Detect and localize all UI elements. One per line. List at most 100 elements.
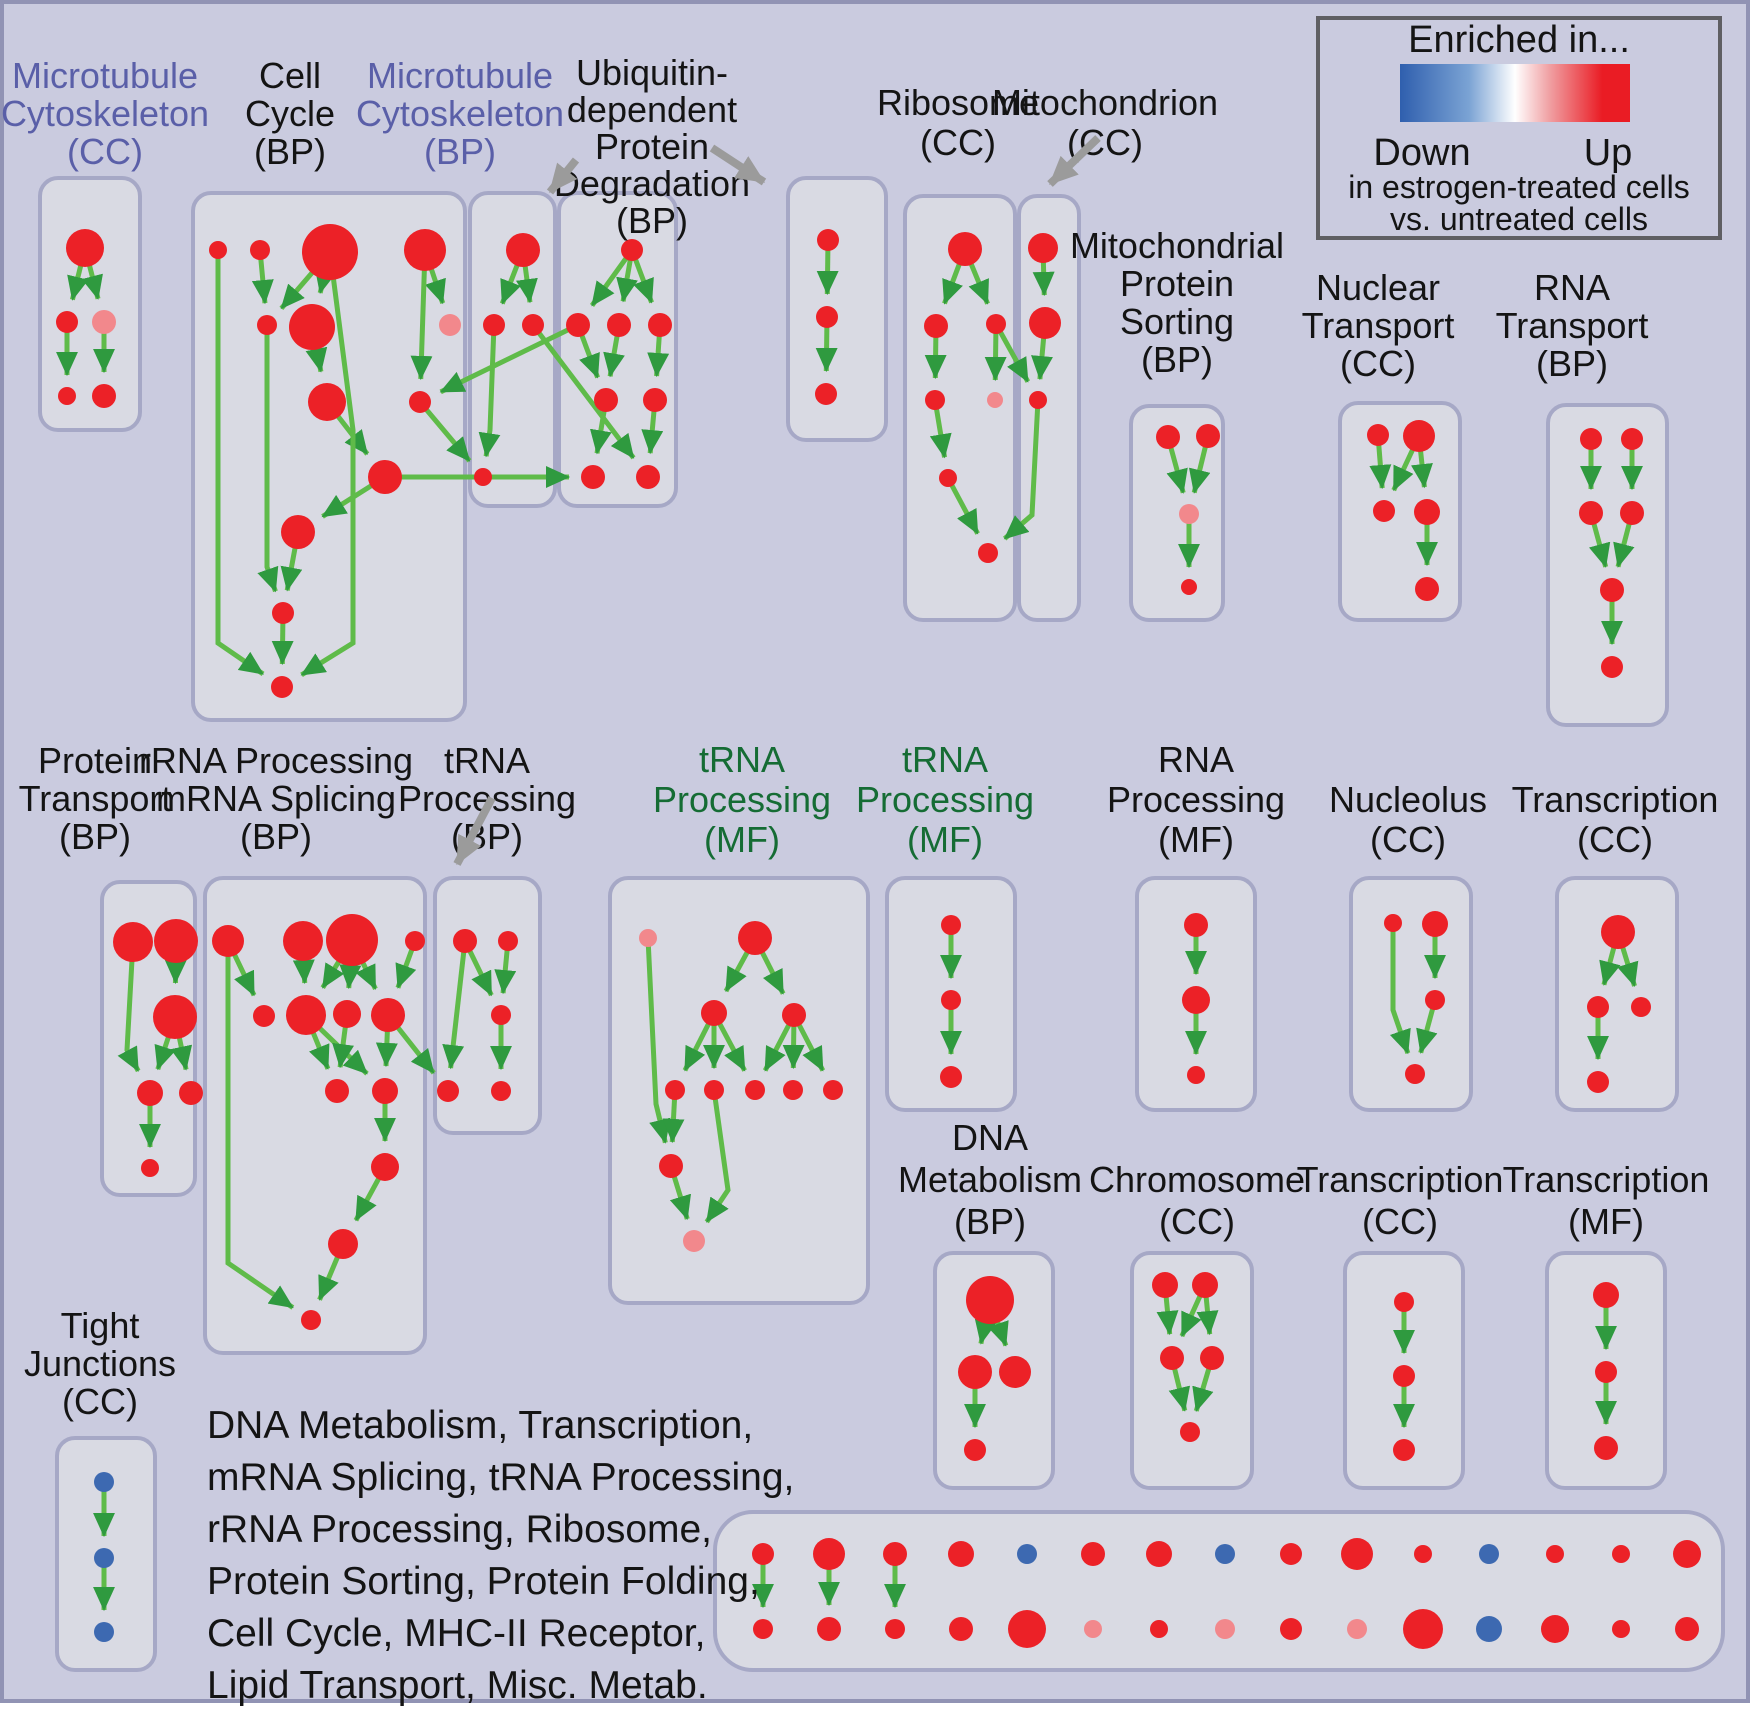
node-microtubule-cytoskeleton-bp-3 bbox=[474, 468, 492, 486]
node-nuclear-transport-cc-3 bbox=[1414, 499, 1440, 525]
legend-box bbox=[1316, 16, 1722, 240]
node-cell-cycle-bp-9 bbox=[368, 460, 402, 494]
cluster-label-trna-processing-mf-small: (MF) bbox=[907, 819, 983, 860]
node-cell-cycle-bp-0 bbox=[209, 241, 227, 259]
cluster-label-rna-transport-bp: Transport bbox=[1496, 305, 1649, 346]
misc-terms-text: mRNA Splicing, tRNA Processing, bbox=[207, 1456, 794, 1499]
cluster-label-trna-processing-mf-small: Processing bbox=[856, 779, 1034, 820]
node-mixed-terms-strip-29 bbox=[1675, 1617, 1699, 1641]
node-rna-processing-mf-0 bbox=[1184, 913, 1208, 937]
node-nucleolus-cc-3 bbox=[1405, 1064, 1425, 1084]
label-pointer-arrow bbox=[1047, 135, 1101, 187]
cluster-box-chromosome-cc bbox=[1130, 1251, 1254, 1490]
node-transcription-cc-row3-2 bbox=[1393, 1439, 1415, 1461]
node-microtubule-cytoskeleton-bp-2 bbox=[522, 314, 544, 336]
node-dna-metabolism-bp-2 bbox=[999, 1356, 1031, 1388]
node-transcription-cc-row2-3 bbox=[1587, 1071, 1609, 1093]
cluster-label-tight-junctions-cc: (CC) bbox=[62, 1381, 138, 1422]
node-trna-processing-bp-0 bbox=[453, 929, 477, 953]
node-transcription-cc-row3-1 bbox=[1393, 1365, 1415, 1387]
node-trna-processing-mf-large-1 bbox=[738, 921, 772, 955]
node-rrna-processing-mrna-splicing-bp-2 bbox=[326, 914, 378, 966]
node-trna-processing-bp-1 bbox=[498, 931, 518, 951]
cluster-label-rna-processing-mf: Processing bbox=[1107, 779, 1285, 820]
misc-terms-text: Cell Cycle, MHC-II Receptor, bbox=[207, 1612, 705, 1655]
legend-title: Enriched in... bbox=[1408, 19, 1630, 61]
edge-ubiquitin-protein-degradation-bp bbox=[589, 248, 635, 307]
node-trna-processing-mf-small-2 bbox=[940, 1066, 962, 1088]
cluster-box-microtubule-cytoskeleton-cc bbox=[38, 176, 142, 432]
node-mixed-terms-strip-26 bbox=[1476, 1616, 1502, 1642]
node-ribosome-cc-4 bbox=[987, 392, 1003, 408]
node-ribosome-cc-2 bbox=[986, 314, 1006, 334]
node-trna-processing-bp-2 bbox=[491, 1005, 511, 1025]
node-rna-transport-bp-1 bbox=[1621, 428, 1643, 450]
legend-gradient-bar bbox=[1400, 64, 1630, 122]
cluster-label-nuclear-transport-cc: (CC) bbox=[1340, 343, 1416, 384]
node-mixed-terms-strip-27 bbox=[1541, 1615, 1569, 1643]
cluster-box-mixed-terms-strip bbox=[713, 1510, 1725, 1672]
node-cell-cycle-bp-1 bbox=[250, 240, 270, 260]
node-ubiquitin-protein-degradation-bp-0 bbox=[621, 239, 643, 261]
layer-nodes bbox=[56, 224, 1701, 1649]
cluster-label-rna-processing-mf: RNA bbox=[1158, 739, 1234, 780]
node-trna-processing-mf-large-10 bbox=[683, 1230, 705, 1252]
cluster-label-dna-metabolism-bp: DNA bbox=[952, 1117, 1028, 1158]
node-mixed-terms-strip-9 bbox=[1341, 1538, 1373, 1570]
node-nuclear-transport-cc-0 bbox=[1367, 424, 1389, 446]
node-chromosome-cc-1 bbox=[1192, 1272, 1218, 1298]
node-mitochondrion-cc-0 bbox=[1028, 233, 1058, 263]
cluster-label-rrna-processing-mrna-splicing-bp: rRNA Processing bbox=[139, 740, 413, 781]
node-rna-transport-bp-4 bbox=[1600, 578, 1624, 602]
node-mixed-terms-strip-25 bbox=[1403, 1609, 1443, 1649]
node-rna-transport-bp-5 bbox=[1601, 656, 1623, 678]
node-mixed-terms-strip-13 bbox=[1612, 1545, 1630, 1563]
node-nuclear-transport-cc-2 bbox=[1373, 500, 1395, 522]
cluster-label-ubiquitin-protein-degradation-bp: dependent bbox=[567, 89, 737, 130]
node-mixed-terms-strip-23 bbox=[1280, 1618, 1302, 1640]
node-trna-processing-mf-large-7 bbox=[783, 1080, 803, 1100]
cluster-label-rrna-processing-mrna-splicing-bp: (BP) bbox=[240, 816, 312, 857]
node-rrna-processing-mrna-splicing-bp-1 bbox=[283, 921, 323, 961]
edge-trna-processing-mf-large bbox=[704, 1089, 731, 1224]
cluster-label-ribosome-cc: (CC) bbox=[920, 122, 996, 163]
node-mitochondrion-cc-1 bbox=[1029, 307, 1061, 339]
cluster-label-transcription-cc-row2: Transcription bbox=[1512, 779, 1719, 820]
node-rrna-processing-mrna-splicing-bp-3 bbox=[405, 931, 425, 951]
node-transcription-mf-2 bbox=[1594, 1436, 1618, 1460]
cluster-label-rna-processing-mf: (MF) bbox=[1158, 819, 1234, 860]
edge-protein-transport-bp bbox=[117, 941, 141, 1073]
node-rrna-processing-mrna-splicing-bp-7 bbox=[371, 998, 405, 1032]
node-rrna-processing-mrna-splicing-bp-9 bbox=[372, 1078, 398, 1104]
edge-trna-processing-mf-large bbox=[645, 937, 671, 1144]
node-mixed-terms-strip-21 bbox=[1150, 1620, 1168, 1638]
node-mixed-terms-strip-28 bbox=[1612, 1620, 1630, 1638]
cluster-label-nucleolus-cc: (CC) bbox=[1370, 819, 1446, 860]
cluster-label-rna-transport-bp: (BP) bbox=[1536, 343, 1608, 384]
node-cell-cycle-bp-5 bbox=[289, 304, 335, 350]
cross-edge bbox=[1003, 399, 1041, 541]
node-mixed-terms-strip-20 bbox=[1084, 1620, 1102, 1638]
cluster-box-ubiquitin-protein-degradation-bp-2 bbox=[786, 176, 888, 442]
cluster-box-rrna-processing-mrna-splicing-bp bbox=[203, 876, 427, 1355]
cluster-box-nuclear-transport-cc bbox=[1338, 401, 1462, 622]
node-mixed-terms-strip-0 bbox=[752, 1543, 774, 1565]
cluster-label-nuclear-transport-cc: Transport bbox=[1302, 305, 1455, 346]
node-transcription-cc-row2-0 bbox=[1601, 915, 1635, 949]
cluster-label-chromosome-cc: Chromosome bbox=[1089, 1159, 1305, 1200]
cluster-label-nucleolus-cc: Nucleolus bbox=[1329, 779, 1487, 820]
node-cell-cycle-bp-4 bbox=[257, 315, 277, 335]
node-mixed-terms-strip-12 bbox=[1546, 1545, 1564, 1563]
node-transcription-mf-1 bbox=[1595, 1361, 1617, 1383]
node-dna-metabolism-bp-1 bbox=[958, 1355, 992, 1389]
node-rna-transport-bp-2 bbox=[1579, 501, 1603, 525]
cluster-label-trna-processing-mf-small: tRNA bbox=[902, 739, 988, 780]
node-trna-processing-bp-3 bbox=[437, 1080, 459, 1102]
node-microtubule-cytoskeleton-cc-4 bbox=[92, 384, 116, 408]
cluster-label-microtubule-cytoskeleton-cc: (CC) bbox=[67, 131, 143, 172]
node-tight-junctions-cc-2 bbox=[94, 1622, 114, 1642]
node-mitochondrial-protein-sorting-bp-1 bbox=[1196, 424, 1220, 448]
node-mixed-terms-strip-19 bbox=[1008, 1610, 1046, 1648]
node-chromosome-cc-3 bbox=[1200, 1346, 1224, 1370]
